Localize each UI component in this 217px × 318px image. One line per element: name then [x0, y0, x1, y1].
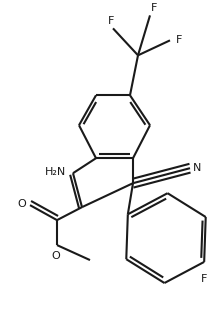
- Text: O: O: [52, 252, 60, 261]
- Text: F: F: [201, 274, 207, 284]
- Text: F: F: [175, 35, 182, 45]
- Text: F: F: [151, 3, 158, 13]
- Text: O: O: [17, 199, 26, 209]
- Text: N: N: [193, 162, 202, 173]
- Text: F: F: [108, 16, 114, 26]
- Text: H₂N: H₂N: [45, 167, 66, 176]
